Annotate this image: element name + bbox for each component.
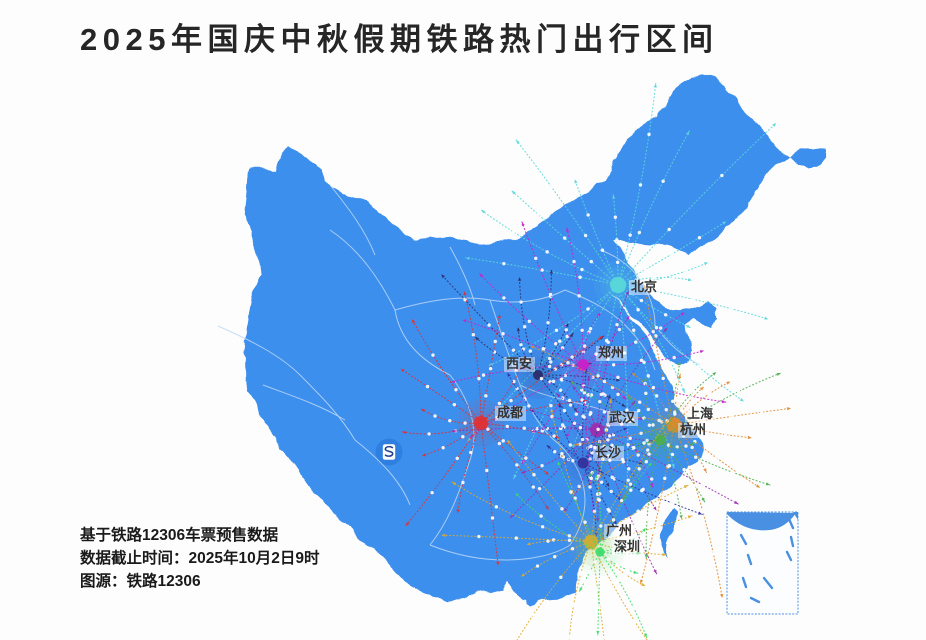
svg-text:成都: 成都 bbox=[497, 405, 523, 420]
svg-text:杭州: 杭州 bbox=[680, 422, 706, 437]
svg-text:西安: 西安 bbox=[506, 356, 532, 371]
svg-text:长沙: 长沙 bbox=[595, 445, 621, 460]
svg-text:武汉: 武汉 bbox=[609, 410, 636, 425]
svg-text:广州: 广州 bbox=[606, 523, 632, 538]
svg-text:北京: 北京 bbox=[631, 279, 657, 294]
svg-text:郑州: 郑州 bbox=[598, 345, 624, 360]
svg-text:上海: 上海 bbox=[687, 406, 713, 421]
svg-text:深圳: 深圳 bbox=[614, 539, 640, 554]
